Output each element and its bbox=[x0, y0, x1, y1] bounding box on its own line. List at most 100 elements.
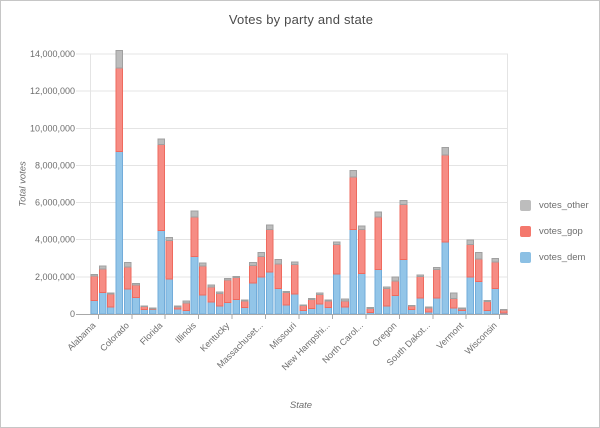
bar-segment-votes_gop-ohio bbox=[374, 216, 383, 271]
bar-segment-votes_gop-utah bbox=[449, 298, 458, 309]
legend-swatch-votes-dem bbox=[520, 252, 531, 263]
bar-segment-votes_dem-louisiana bbox=[232, 299, 241, 315]
bar-segment-votes_gop-arizona bbox=[98, 268, 107, 293]
bar-segment-votes_other-louisiana bbox=[232, 275, 241, 279]
legend-label: votes_gop bbox=[539, 226, 583, 237]
bar-segment-votes_other-hawaii bbox=[174, 305, 182, 308]
bar-segment-votes_other-new-jersey bbox=[332, 241, 341, 245]
bar-segment-votes_dem-california bbox=[115, 150, 124, 315]
bar-segment-votes_gop-tennessee bbox=[433, 269, 441, 299]
x-tick-label: Vermont bbox=[435, 320, 466, 351]
bar-segment-votes_other-south-carolina bbox=[416, 274, 425, 278]
bar-segment-votes_other-arizona bbox=[98, 265, 107, 270]
bar-segment-votes_dem-wisconsin bbox=[491, 287, 500, 315]
bar-segment-votes_gop-nebraska bbox=[307, 299, 316, 310]
bar-segment-votes_dem-west-virginia bbox=[483, 309, 491, 315]
bar-segment-votes_dem-kentucky bbox=[224, 301, 232, 315]
x-axis-title: State bbox=[289, 400, 313, 411]
bar-segment-votes_other-wisconsin bbox=[491, 258, 500, 263]
x-tick-label: Oregon bbox=[370, 320, 398, 348]
bar-segment-votes_other-alabama bbox=[90, 274, 98, 277]
bar-segment-votes_other-maine bbox=[240, 299, 249, 302]
y-tick-label: 12,000,000 bbox=[30, 86, 75, 96]
bar-segment-votes_other-illinois bbox=[190, 210, 199, 218]
x-tick-label: Kentucky bbox=[198, 320, 232, 354]
bar-segment-votes_dem-washington bbox=[474, 281, 483, 315]
x-tick-label: Florida bbox=[138, 320, 165, 347]
bar-segment-votes_gop-new-jersey bbox=[332, 243, 341, 275]
legend: votes_other votes_gop votes_dem bbox=[520, 200, 589, 278]
bar-segment-votes_dem-rhode-island bbox=[408, 308, 416, 315]
bar-segment-votes_dem-new-jersey bbox=[332, 273, 341, 315]
bar-segment-votes_other-wyoming bbox=[500, 308, 508, 311]
bar-segment-votes_dem-connecticut bbox=[132, 296, 140, 315]
bar-segment-votes_dem-utah bbox=[449, 307, 458, 315]
bar-segment-votes_dem-new-york bbox=[349, 228, 358, 315]
bar-segment-votes_gop-west-virginia bbox=[483, 300, 491, 312]
bar-segment-votes_other-nevada bbox=[316, 292, 324, 295]
bar-segment-votes_other-north-dakota bbox=[366, 307, 374, 309]
bar-segment-votes_dem-new-hampshire bbox=[324, 307, 333, 315]
bar-segment-votes_dem-mississippi bbox=[282, 304, 291, 315]
legend-item-votes-dem: votes_dem bbox=[520, 252, 589, 263]
x-tick-label: Colorado bbox=[98, 320, 131, 353]
bar-segment-votes_gop-pennsylvania bbox=[399, 203, 408, 261]
bar-segment-votes_other-california bbox=[115, 50, 124, 69]
bar-segment-votes_gop-louisiana bbox=[232, 277, 241, 301]
bar-segment-votes_other-florida bbox=[157, 138, 165, 146]
bar-segment-votes_gop-new-mexico bbox=[341, 300, 349, 308]
bar-segment-votes_other-mississippi bbox=[282, 291, 291, 293]
bar-segment-votes_dem-pennsylvania bbox=[399, 259, 408, 315]
bar-segment-votes_other-michigan bbox=[265, 224, 274, 231]
bar-segment-votes_gop-illinois bbox=[190, 216, 199, 258]
bar-segment-votes_gop-michigan bbox=[265, 229, 274, 273]
bar-segment-votes_dem-south-carolina bbox=[416, 297, 425, 315]
bar-segment-votes_gop-minnesota bbox=[274, 263, 282, 290]
bar-segment-votes_other-washington bbox=[474, 251, 483, 260]
bar-segment-votes_gop-maine bbox=[240, 300, 249, 308]
bar-segment-votes_gop-florida bbox=[157, 144, 165, 231]
legend-item-votes-other: votes_other bbox=[520, 200, 589, 211]
bar-segment-votes_other-west-virginia bbox=[483, 300, 491, 303]
bar-segment-votes_dem-alabama bbox=[90, 299, 98, 315]
legend-swatch-votes-gop bbox=[520, 226, 531, 237]
bar-segment-votes_dem-new-mexico bbox=[341, 306, 349, 315]
y-tick-label: 4,000,000 bbox=[35, 235, 75, 245]
bar-segment-votes_dem-texas bbox=[441, 241, 450, 315]
bar-segment-votes_other-montana bbox=[299, 304, 307, 307]
bar-segment-votes_dem-minnesota bbox=[274, 288, 282, 315]
bar-segment-votes_gop-new-york bbox=[349, 176, 358, 230]
bar-segment-votes_dem-virginia bbox=[466, 276, 475, 315]
bar-segment-votes_other-georgia bbox=[165, 237, 174, 241]
bar-segment-votes_other-delaware bbox=[140, 305, 149, 308]
bar-segment-votes_gop-california bbox=[115, 67, 124, 152]
bar-segment-votes_other-south-dakota bbox=[424, 306, 433, 309]
bar-segment-votes_dem-georgia bbox=[165, 278, 174, 315]
bar-segment-votes_dem-massachusetts bbox=[257, 276, 266, 315]
bar-segment-votes_other-district-of-columbia bbox=[148, 307, 157, 310]
bar-segment-votes_other-minnesota bbox=[274, 258, 282, 265]
bar-segment-votes_other-tennessee bbox=[433, 266, 441, 271]
x-tick-label: Wisconsin bbox=[463, 320, 499, 356]
bar-segment-votes_other-maryland bbox=[249, 261, 257, 266]
bar-segment-votes_other-virginia bbox=[466, 239, 475, 245]
bar-segment-votes_gop-arkansas bbox=[107, 293, 115, 308]
bar-segment-votes_other-vermont bbox=[458, 307, 466, 310]
bar-segment-votes_gop-north-carolina bbox=[357, 228, 366, 274]
bar-segment-votes_dem-north-carolina bbox=[357, 272, 366, 315]
bar-segment-votes_gop-idaho bbox=[182, 302, 190, 311]
bar-segment-votes_other-new-mexico bbox=[341, 298, 349, 302]
bar-segment-votes_dem-missouri bbox=[291, 293, 299, 315]
bar-segment-votes_dem-kansas bbox=[215, 305, 224, 315]
bar-segment-votes_gop-kansas bbox=[215, 293, 224, 307]
bar-segment-votes_dem-arkansas bbox=[107, 306, 115, 315]
bar-segment-votes_other-texas bbox=[441, 146, 450, 156]
bar-segment-votes_dem-oregon bbox=[391, 294, 399, 315]
bar-segment-votes_other-iowa bbox=[207, 284, 216, 288]
bar-segment-votes_dem-idaho bbox=[182, 309, 190, 315]
bar-segment-votes_dem-arizona bbox=[98, 291, 107, 315]
bar-segment-votes_other-new-york bbox=[349, 170, 358, 178]
bar-segment-votes_other-new-hampshire bbox=[324, 299, 333, 302]
bar-segment-votes_other-massachusetts bbox=[257, 251, 266, 258]
